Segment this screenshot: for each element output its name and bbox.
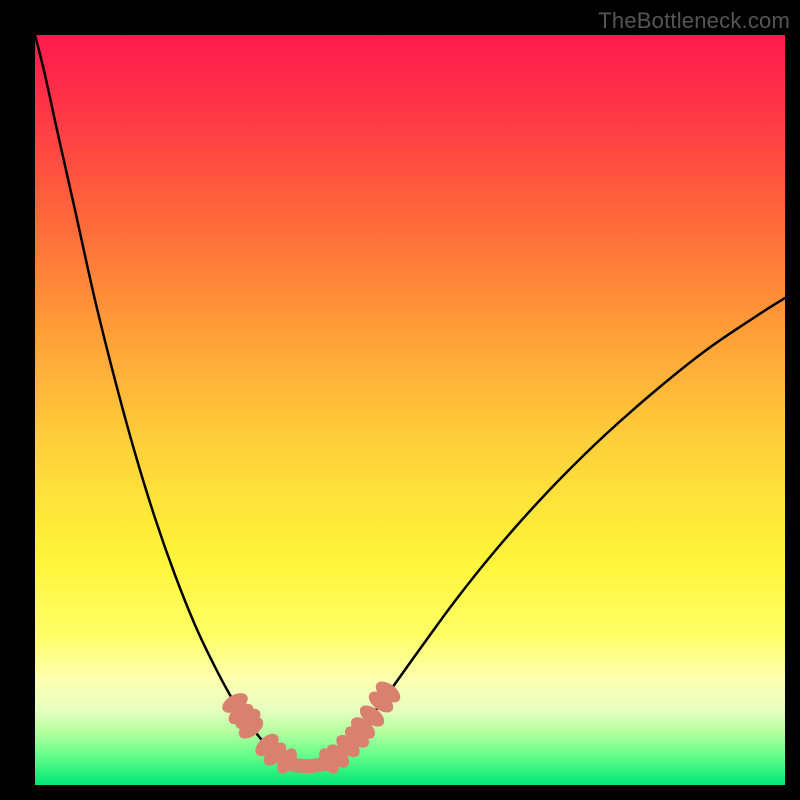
gradient-background (35, 35, 785, 785)
watermark-text: TheBottleneck.com (598, 8, 790, 34)
plot-area (35, 35, 785, 785)
plot-svg (35, 35, 785, 785)
chart-frame: TheBottleneck.com (0, 0, 800, 800)
